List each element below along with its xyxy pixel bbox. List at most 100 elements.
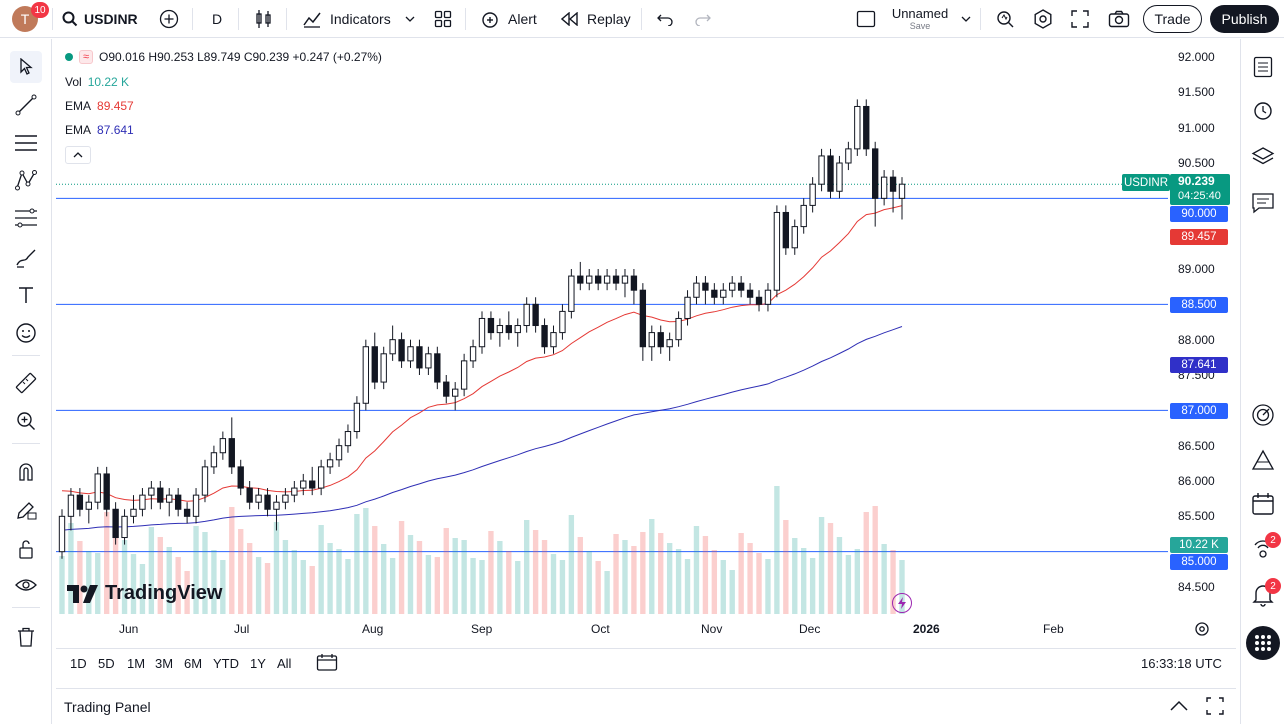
divider xyxy=(238,8,239,30)
legend-ema-fast-row[interactable]: EMA 89.457 xyxy=(65,99,134,113)
candle-body xyxy=(130,508,137,517)
publish-button[interactable]: Publish xyxy=(1210,5,1279,33)
range-button-1m[interactable]: 1M xyxy=(127,656,146,671)
chats-button[interactable] xyxy=(1247,187,1279,219)
price-tick-label: 84.500 xyxy=(1178,580,1215,594)
replay-button[interactable]: Replay xyxy=(561,0,631,38)
compare-symbol-button[interactable] xyxy=(159,0,179,38)
volume-bar xyxy=(497,541,503,614)
legend-ema-slow-row[interactable]: EMA 87.641 xyxy=(65,123,134,137)
snapshot-button[interactable] xyxy=(1108,0,1130,38)
trade-button[interactable]: Trade xyxy=(1143,5,1202,33)
range-button-6m[interactable]: 6M xyxy=(184,656,203,671)
collapse-legend-button[interactable] xyxy=(65,146,91,164)
candle-body xyxy=(603,275,611,284)
layout-checkbox[interactable] xyxy=(856,0,876,38)
screener-button[interactable] xyxy=(1247,444,1279,476)
magnet-tool[interactable] xyxy=(10,456,42,488)
watchlist-button[interactable] xyxy=(1247,51,1279,83)
trend-line-tool[interactable] xyxy=(10,89,42,121)
hotlists-button[interactable] xyxy=(1247,399,1279,431)
indicators-button[interactable]: Indicators xyxy=(302,0,415,38)
visibility-tool[interactable] xyxy=(10,569,42,601)
layout-name-button[interactable]: Unnamed Save xyxy=(890,6,950,32)
interval-label: D xyxy=(212,11,223,27)
calendar-button[interactable] xyxy=(1247,488,1279,520)
range-button-5d[interactable]: 5D xyxy=(98,656,115,671)
market-open-dot xyxy=(65,53,73,61)
volume-bar xyxy=(139,564,146,614)
fullscreen-button[interactable] xyxy=(1071,0,1089,38)
volume-bars xyxy=(59,486,905,614)
object-tree-button[interactable] xyxy=(1247,141,1279,173)
alerts-button[interactable] xyxy=(1247,94,1279,126)
redo-button[interactable] xyxy=(694,0,712,38)
trading-panel-tab[interactable]: Trading Panel xyxy=(64,699,151,715)
volume-bar xyxy=(863,512,869,614)
candle-body xyxy=(460,360,468,390)
price-tick-label: 91.500 xyxy=(1178,85,1215,100)
lock-tool[interactable] xyxy=(10,533,42,565)
forecast-tool[interactable] xyxy=(10,202,42,234)
timezone-settings-button[interactable] xyxy=(1194,621,1210,642)
alert-button[interactable]: Alert xyxy=(480,0,537,38)
candle-body xyxy=(684,296,691,319)
volume-bar xyxy=(130,554,137,614)
text-tool[interactable] xyxy=(10,279,42,311)
symbol-search-button[interactable]: USDINR xyxy=(62,0,138,38)
cursor-tool[interactable] xyxy=(10,51,42,83)
range-button-all[interactable]: All xyxy=(277,656,292,671)
chart-type-button[interactable] xyxy=(255,0,273,38)
ohlc-values: O90.016 H90.253 L89.749 C90.239 +0.247 (… xyxy=(99,50,382,64)
settings-button[interactable] xyxy=(1033,0,1053,38)
layout-menu-button[interactable] xyxy=(961,0,971,38)
price-chart[interactable] xyxy=(56,44,1236,642)
event-marker[interactable] xyxy=(892,593,912,613)
remove-drawings-tool[interactable] xyxy=(10,621,42,653)
icon-tool[interactable] xyxy=(10,317,42,349)
volume-bar xyxy=(327,543,333,614)
utc-clock[interactable]: 16:33:18 UTC xyxy=(1141,656,1222,671)
pattern-tool[interactable] xyxy=(10,164,42,196)
undo-icon xyxy=(657,14,673,26)
volume-bar xyxy=(318,525,324,614)
time-tick-label: Feb xyxy=(1043,622,1064,636)
range-button-1d[interactable]: 1D xyxy=(70,656,87,671)
volume-bar xyxy=(112,526,119,614)
templates-button[interactable] xyxy=(434,0,452,38)
parallel-lines-icon xyxy=(15,135,37,151)
volume-bar xyxy=(836,537,843,614)
candle-body xyxy=(389,339,396,355)
range-button-1y[interactable]: 1Y xyxy=(250,656,266,671)
maximize-panel-button[interactable] xyxy=(1206,697,1224,720)
chart-pane[interactable] xyxy=(56,44,1236,642)
drawing-mode-tool[interactable] xyxy=(10,494,42,526)
volume-bar xyxy=(470,558,476,614)
volume-bar xyxy=(238,529,244,614)
range-button-3m[interactable]: 3M xyxy=(155,656,174,671)
cursor-icon xyxy=(20,58,33,75)
goto-date-button[interactable] xyxy=(316,653,338,676)
candle-body xyxy=(845,148,852,164)
horizontal-lines-tool[interactable] xyxy=(10,127,42,159)
undo-button[interactable] xyxy=(656,0,674,38)
zoom-in-icon xyxy=(17,412,35,430)
candle-body xyxy=(863,105,870,150)
divider xyxy=(12,355,40,356)
grid-icon xyxy=(434,10,452,28)
legend-volume-row[interactable]: Vol 10.22 K xyxy=(65,75,129,89)
collapse-panel-button[interactable] xyxy=(1170,699,1188,717)
quick-search-button[interactable] xyxy=(995,0,1015,38)
candle-body xyxy=(559,310,566,334)
interval-button[interactable]: D xyxy=(212,0,222,38)
volume-bar xyxy=(282,540,289,614)
volume-bar xyxy=(666,543,673,614)
candle-body xyxy=(648,332,655,348)
measure-tool[interactable] xyxy=(10,367,42,399)
volume-bar xyxy=(827,523,834,614)
apps-button[interactable] xyxy=(1246,626,1280,660)
brush-tool[interactable] xyxy=(10,242,42,274)
range-button-ytd[interactable]: YTD xyxy=(213,656,239,671)
volume-bar xyxy=(255,557,262,614)
zoom-tool[interactable] xyxy=(10,405,42,437)
